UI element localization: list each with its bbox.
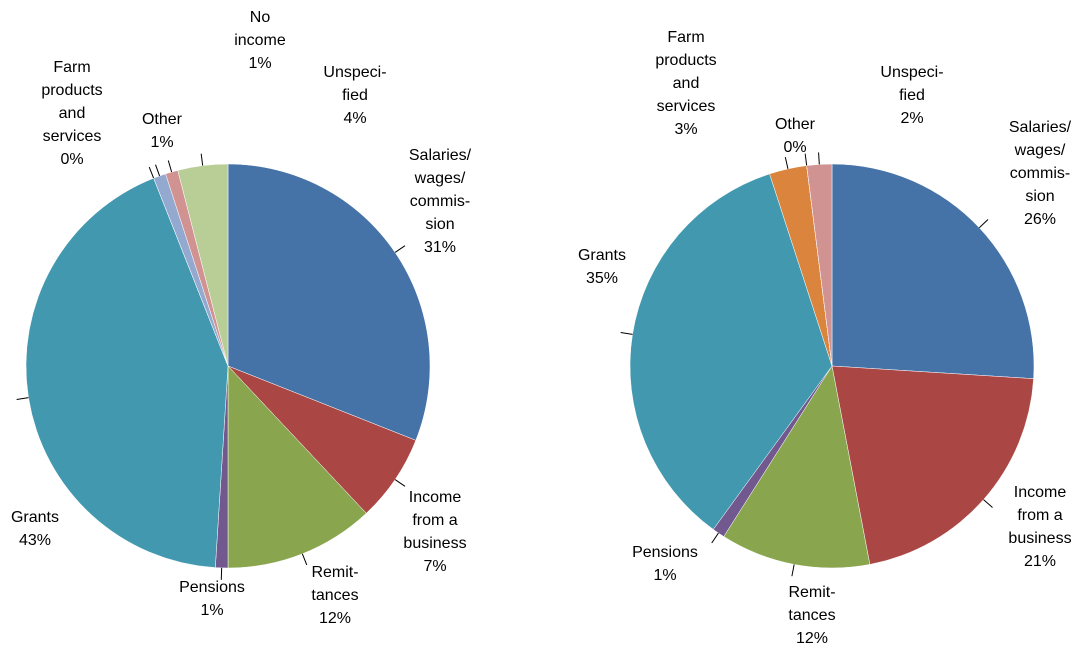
- category-label: Grants: [578, 247, 626, 264]
- leader-line: [200, 153, 204, 166]
- pie-slice: [831, 163, 1035, 379]
- leader-line: [394, 245, 406, 253]
- category-label: Unspeci-fied: [880, 64, 943, 104]
- category-label: Other: [142, 111, 183, 128]
- value-label: 31%: [424, 239, 456, 256]
- pie-slice: [177, 163, 229, 367]
- leader-line: [983, 499, 993, 508]
- leader-line: [155, 164, 161, 177]
- leader-line: [620, 332, 633, 335]
- category-label: Pensions: [179, 579, 245, 596]
- leader-line: [791, 564, 795, 577]
- value-label: 0%: [60, 151, 83, 168]
- value-label: 12%: [319, 610, 351, 627]
- leader-line: [394, 479, 406, 487]
- value-label: 7%: [423, 558, 446, 575]
- category-label: Grants: [11, 509, 59, 526]
- leader-line: [301, 553, 308, 566]
- category-label: Salaries/wages/commis-sion: [1009, 119, 1072, 205]
- category-label: Unspeci-fied: [323, 64, 386, 104]
- leader-line: [711, 532, 719, 544]
- leader-line: [818, 152, 820, 165]
- value-label: 43%: [19, 532, 51, 549]
- pie-slice: [629, 173, 833, 530]
- leader-line: [804, 153, 808, 166]
- pie-slice: [806, 163, 833, 367]
- value-label: 21%: [1024, 553, 1056, 570]
- value-label: 35%: [586, 270, 618, 287]
- category-label: Income from a business: [1008, 484, 1071, 547]
- category-label: Remit-tances: [311, 564, 358, 604]
- leader-line: [978, 219, 989, 229]
- value-label: 26%: [1024, 211, 1056, 228]
- leader-line: [16, 397, 29, 400]
- pie-slice: [723, 365, 871, 569]
- category-label: Other: [775, 116, 816, 133]
- category-label: Farm products and services: [655, 29, 716, 115]
- category-label: Farm products and services: [41, 59, 102, 145]
- category-label: Salaries/wages/commis-sion: [409, 147, 472, 233]
- value-label: 1%: [200, 602, 223, 619]
- leader-line: [167, 160, 173, 173]
- leader-line: [148, 166, 155, 179]
- value-label: 2%: [900, 110, 923, 127]
- pie-slice: [227, 365, 367, 569]
- value-label: 1%: [653, 567, 676, 584]
- category-label: No income: [234, 9, 286, 49]
- leader-line: [784, 157, 789, 169]
- pie-slice: [831, 365, 1034, 565]
- category-label: Remit-tances: [788, 584, 835, 624]
- value-label: 1%: [248, 55, 271, 72]
- value-label: 1%: [150, 134, 173, 151]
- value-label: 4%: [343, 110, 366, 127]
- value-label: 0%: [783, 139, 806, 156]
- pie-slice: [25, 177, 229, 568]
- value-label: 12%: [796, 630, 828, 647]
- category-label: Pensions: [632, 544, 698, 561]
- value-label: 3%: [674, 121, 697, 138]
- category-label: Income from a business: [403, 489, 466, 552]
